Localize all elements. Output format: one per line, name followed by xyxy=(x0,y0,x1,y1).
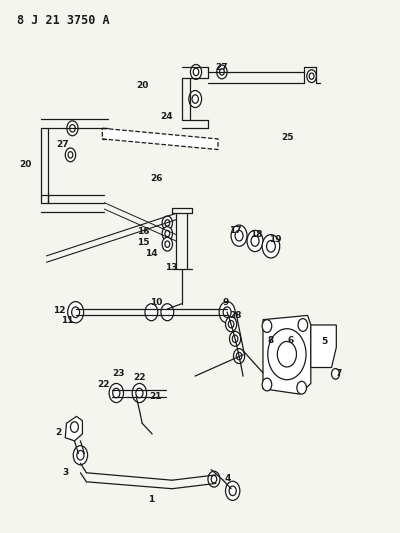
Circle shape xyxy=(307,70,316,83)
Text: 17: 17 xyxy=(229,227,241,236)
Circle shape xyxy=(262,235,280,258)
Circle shape xyxy=(162,237,172,251)
Circle shape xyxy=(73,446,88,465)
Polygon shape xyxy=(263,316,311,394)
Text: 4: 4 xyxy=(225,474,231,482)
Circle shape xyxy=(268,329,306,379)
Text: 25: 25 xyxy=(282,133,294,142)
Circle shape xyxy=(231,225,247,246)
Circle shape xyxy=(162,227,172,240)
Text: 6: 6 xyxy=(288,336,294,345)
Text: 8: 8 xyxy=(268,336,274,345)
Text: 21: 21 xyxy=(149,392,162,401)
Text: 28: 28 xyxy=(230,311,242,320)
Circle shape xyxy=(109,383,124,402)
Circle shape xyxy=(247,230,263,252)
Circle shape xyxy=(332,368,340,379)
Text: 15: 15 xyxy=(137,238,150,247)
Circle shape xyxy=(262,320,272,333)
Circle shape xyxy=(234,349,245,364)
Text: 22: 22 xyxy=(97,380,110,389)
Circle shape xyxy=(217,65,227,79)
Circle shape xyxy=(298,319,308,332)
Text: 19: 19 xyxy=(270,236,282,245)
Text: 1: 1 xyxy=(148,495,154,504)
Circle shape xyxy=(208,471,220,487)
Text: 2: 2 xyxy=(55,428,62,437)
Circle shape xyxy=(145,304,158,321)
Circle shape xyxy=(297,381,306,394)
Text: 23: 23 xyxy=(112,369,124,378)
Circle shape xyxy=(262,378,272,391)
Circle shape xyxy=(230,332,241,346)
Text: 16: 16 xyxy=(137,228,150,237)
Text: 8 J 21 3750 A: 8 J 21 3750 A xyxy=(17,14,109,27)
Circle shape xyxy=(226,317,237,332)
Text: 14: 14 xyxy=(145,249,158,258)
Text: 20: 20 xyxy=(19,160,32,169)
Text: 13: 13 xyxy=(165,263,178,272)
Text: 12: 12 xyxy=(54,305,66,314)
Text: 3: 3 xyxy=(62,469,68,477)
Text: 20: 20 xyxy=(136,81,148,90)
Text: 24: 24 xyxy=(160,112,172,121)
Text: 22: 22 xyxy=(133,373,146,382)
Text: 26: 26 xyxy=(150,174,162,183)
Polygon shape xyxy=(102,128,218,150)
Circle shape xyxy=(161,304,174,321)
Polygon shape xyxy=(311,325,336,368)
Text: 18: 18 xyxy=(250,230,262,239)
Circle shape xyxy=(132,383,146,402)
Text: 27: 27 xyxy=(56,140,69,149)
Polygon shape xyxy=(65,416,82,441)
Circle shape xyxy=(226,481,240,500)
Circle shape xyxy=(219,302,235,323)
Text: 10: 10 xyxy=(150,298,162,307)
Text: 27: 27 xyxy=(216,63,228,71)
Circle shape xyxy=(65,148,76,162)
Circle shape xyxy=(68,302,84,323)
Text: 9: 9 xyxy=(223,298,229,307)
Text: 11: 11 xyxy=(62,316,74,325)
Circle shape xyxy=(67,121,78,136)
Circle shape xyxy=(190,64,202,79)
Circle shape xyxy=(189,91,202,108)
Text: 5: 5 xyxy=(321,337,328,346)
Circle shape xyxy=(70,422,78,432)
Text: 7: 7 xyxy=(336,369,342,378)
Circle shape xyxy=(162,216,172,230)
